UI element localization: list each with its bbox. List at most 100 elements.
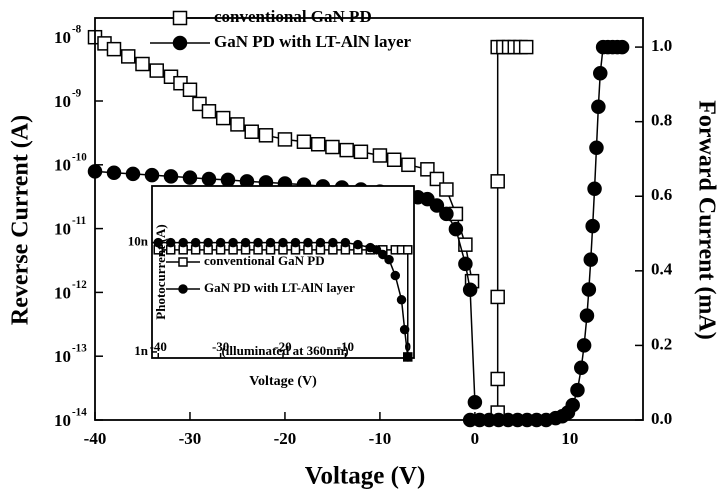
legend-marker	[172, 35, 188, 51]
marker	[570, 382, 585, 398]
marker	[490, 174, 505, 189]
annotation: (illuminated at 360nm)	[221, 343, 348, 358]
x-tick-label: -40	[150, 339, 167, 354]
y-tick-exponent: -12	[72, 279, 87, 291]
marker	[258, 128, 274, 143]
marker	[593, 65, 608, 81]
marker	[328, 237, 338, 248]
y2-tick-label: 1.0	[651, 36, 672, 55]
plot-frame	[151, 185, 415, 359]
y-tick-label: 10	[54, 411, 71, 430]
y-tick-label: 10n	[128, 234, 149, 249]
marker	[120, 49, 136, 64]
x-tick-label: 10	[561, 429, 578, 448]
x-tick-label: -10	[337, 339, 354, 354]
marker	[310, 136, 326, 152]
x-tick-label: -20	[274, 339, 291, 354]
marker	[518, 39, 534, 55]
y-axis-label: Photocurrent (A)	[153, 224, 168, 319]
marker	[277, 132, 293, 147]
x-tick-label: 0	[471, 429, 480, 448]
marker	[190, 237, 201, 248]
legend-label: GaN PD with LT-AlN layer	[214, 32, 412, 51]
y2-tick-label: 0.2	[651, 334, 672, 353]
marker	[265, 237, 276, 248]
marker	[490, 289, 505, 305]
marker	[106, 41, 122, 57]
marker	[574, 360, 589, 376]
legend-marker	[178, 284, 188, 294]
marker	[401, 157, 416, 173]
legend-marker	[178, 257, 188, 267]
y2-tick-label: 0.6	[651, 185, 672, 204]
marker	[462, 282, 478, 298]
y-tick-label: 1n	[134, 343, 149, 358]
marker	[378, 249, 388, 260]
marker	[135, 56, 150, 72]
x-tick-label: -30	[212, 339, 229, 354]
marker	[587, 181, 602, 197]
marker	[396, 295, 407, 305]
marker	[579, 308, 595, 323]
y-tick-label: 10	[54, 28, 71, 47]
y-tick-label: 10	[54, 92, 71, 111]
marker	[439, 206, 454, 222]
y2-tick-label: 0.8	[651, 111, 672, 130]
y-tick-exponent: -10	[72, 151, 87, 163]
marker	[228, 237, 238, 248]
marker	[303, 237, 313, 248]
marker	[467, 394, 483, 410]
marker	[576, 338, 592, 353]
marker	[125, 166, 141, 182]
x-axis-label: Voltage (V)	[305, 463, 426, 490]
legend-label: conventional GaN PD	[204, 253, 325, 268]
y2-tick-label: 0.4	[651, 260, 673, 279]
marker	[144, 167, 160, 183]
marker	[403, 245, 413, 255]
marker	[153, 237, 163, 248]
marker	[458, 256, 473, 272]
marker	[182, 170, 198, 185]
marker	[399, 324, 410, 335]
marker	[163, 169, 179, 184]
y-tick-label: 10	[54, 156, 71, 175]
marker	[278, 237, 288, 248]
marker	[178, 237, 188, 248]
marker	[244, 124, 259, 139]
marker	[201, 171, 217, 187]
y2-axis-label: Forward Current (mA)	[693, 100, 719, 340]
x-tick-label: -20	[274, 429, 297, 448]
y-tick-label: 10	[54, 220, 71, 239]
marker	[390, 270, 401, 281]
x-tick-label: -30	[179, 429, 202, 448]
marker	[429, 198, 445, 213]
y-tick-label: 10	[54, 347, 71, 366]
marker	[339, 142, 354, 158]
marker	[240, 237, 251, 248]
y2-tick-label: 0.0	[651, 409, 672, 428]
y-tick-exponent: -11	[72, 215, 86, 227]
marker	[458, 237, 473, 252]
marker	[220, 172, 236, 188]
marker	[315, 237, 326, 248]
marker	[215, 110, 231, 126]
y-tick-exponent: -14	[72, 407, 87, 419]
marker	[581, 282, 597, 297]
marker	[340, 237, 351, 248]
marker	[203, 237, 213, 248]
marker	[439, 182, 454, 197]
marker	[165, 237, 176, 248]
marker	[353, 239, 363, 250]
marker	[372, 148, 388, 163]
marker	[583, 252, 599, 267]
marker	[429, 171, 445, 187]
marker	[386, 152, 402, 168]
y-tick-exponent: -13	[72, 343, 87, 355]
y-axis-label: Reverse Current (A)	[8, 115, 34, 325]
x-tick-label: -10	[369, 429, 392, 448]
marker	[403, 352, 413, 362]
marker	[371, 245, 382, 255]
legend-label: conventional GaN PD	[214, 7, 372, 26]
